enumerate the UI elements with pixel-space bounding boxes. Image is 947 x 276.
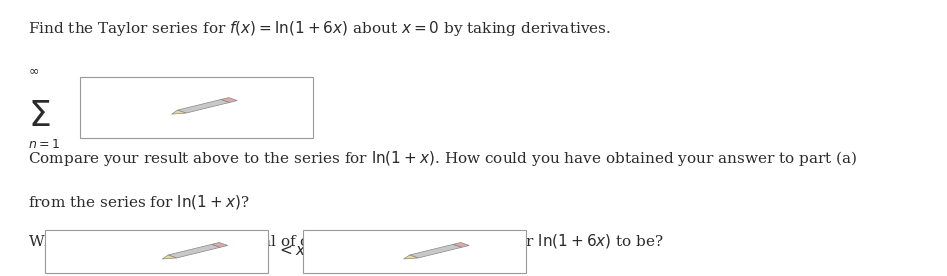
Text: $\infty$: $\infty$ <box>28 64 40 77</box>
Text: $n=1$: $n=1$ <box>28 138 61 151</box>
Bar <box>303 230 526 273</box>
Text: $\Sigma$: $\Sigma$ <box>28 99 51 133</box>
Polygon shape <box>178 99 229 113</box>
Polygon shape <box>171 110 187 114</box>
Text: from the series for $\ln(1 + x)$?: from the series for $\ln(1 + x)$? <box>28 193 250 211</box>
Bar <box>80 77 313 138</box>
Polygon shape <box>403 255 419 259</box>
Text: Find the Taylor series for $f(x) = \ln(1 + 6x)$ about $x = 0$ by taking derivati: Find the Taylor series for $f(x) = \ln(1… <box>28 19 612 38</box>
Polygon shape <box>211 243 228 247</box>
Polygon shape <box>221 98 238 102</box>
Polygon shape <box>410 244 461 258</box>
Polygon shape <box>169 244 220 258</box>
Bar <box>45 230 268 273</box>
Text: Compare your result above to the series for $\ln(1 + x)$. How could you have obt: Compare your result above to the series … <box>28 149 858 168</box>
Polygon shape <box>453 243 470 247</box>
Text: What do you expect the interval of convergence for the series for $\ln(1 + 6x)$ : What do you expect the interval of conve… <box>28 232 664 251</box>
Text: $< x \leq$: $< x \leq$ <box>277 244 320 258</box>
Polygon shape <box>162 255 177 259</box>
